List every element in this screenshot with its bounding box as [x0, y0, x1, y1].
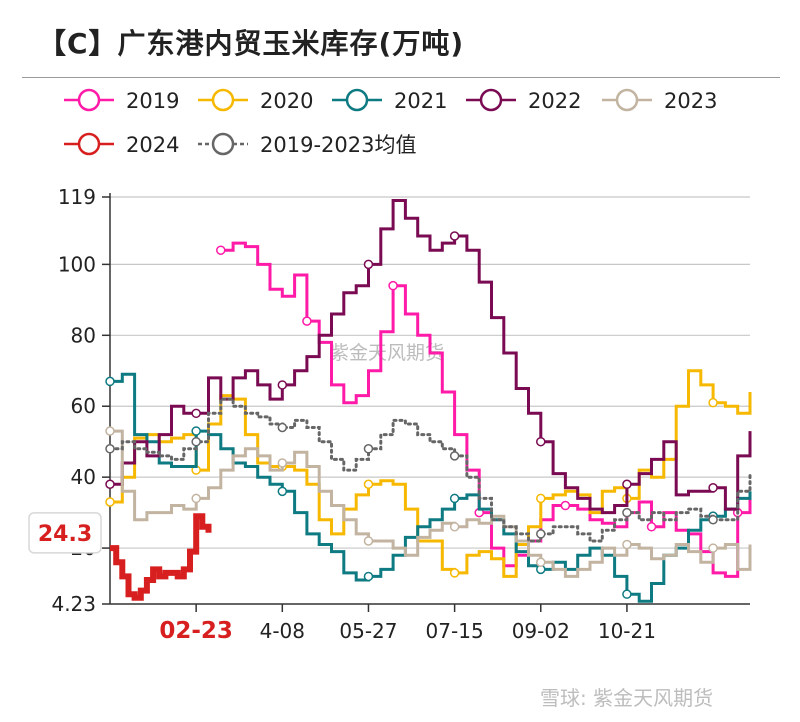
series-marker — [536, 493, 546, 504]
series-marker — [191, 436, 201, 447]
series-marker — [216, 245, 226, 255]
legend-swatch-marker — [345, 88, 369, 112]
legend-item-2019-2023均值: 2019-2023均值 — [198, 132, 416, 157]
series-marker — [277, 422, 288, 433]
x-tick-label: 05-27 — [339, 619, 397, 643]
y-tick-label: 4.23 — [51, 592, 96, 616]
x-tick-label: 09-02 — [512, 619, 570, 643]
legend-item-2022: 2022 — [466, 88, 581, 113]
series-marker — [646, 522, 657, 532]
series-marker — [277, 486, 288, 497]
legend-item-2019: 2019 — [64, 88, 179, 113]
series-marker — [708, 483, 718, 493]
series-marker — [302, 316, 312, 326]
series-marker — [277, 458, 288, 468]
series-marker — [191, 493, 201, 504]
series-line-2022 — [110, 199, 752, 515]
legend-item-2024: 2024 — [64, 132, 179, 157]
title-divider — [22, 77, 780, 78]
series-marker — [449, 493, 460, 504]
legend-swatch-marker — [211, 88, 235, 112]
series-marker — [622, 539, 632, 550]
series-marker — [388, 280, 398, 291]
legend-item-2021: 2021 — [332, 88, 447, 113]
series-line-2024 — [110, 513, 212, 601]
x-tick-label: 10-21 — [598, 619, 656, 643]
series-marker — [449, 451, 460, 461]
series-marker — [449, 231, 460, 241]
series-marker — [191, 408, 201, 419]
legend-label: 2019-2023均值 — [260, 133, 416, 157]
series-marker — [536, 436, 546, 447]
series-line-2023 — [110, 429, 752, 578]
legend-swatch-marker — [211, 132, 235, 156]
y-tick-label: 40 — [71, 465, 96, 489]
legend-item-2023: 2023 — [602, 88, 717, 113]
callout-value: 24.3 — [38, 522, 92, 547]
legend-label: 2021 — [394, 89, 447, 113]
series-marker — [363, 571, 374, 582]
series-marker — [449, 522, 460, 532]
axes: 119100806040204.2302-234-0805-2707-1509-… — [51, 185, 750, 644]
y-tick-label: 80 — [71, 323, 96, 347]
series-marker — [560, 500, 571, 511]
callout-box — [28, 512, 102, 554]
grid-lines — [110, 196, 750, 549]
y-tick-label: 60 — [71, 394, 96, 418]
series-marker — [363, 536, 374, 546]
series-marker — [105, 426, 115, 436]
legend-label: 2020 — [260, 89, 313, 113]
series-line-2020 — [110, 369, 752, 578]
series-marker — [622, 507, 632, 518]
series-marker — [536, 557, 546, 568]
series-marker — [105, 479, 115, 489]
series-marker — [105, 376, 115, 387]
series-line-2019-2023均值 — [108, 397, 752, 543]
corner-watermark: 雪球: 紫金天风期货 — [540, 686, 714, 710]
series-marker — [622, 479, 632, 489]
legend-label: 2024 — [126, 133, 179, 157]
series-marker — [105, 497, 115, 507]
series-marker — [536, 529, 546, 539]
legend-swatch-marker — [615, 88, 639, 112]
series-marker — [105, 444, 115, 454]
legend-swatch-marker — [77, 88, 101, 112]
x-tick-label: 02-23 — [159, 618, 233, 644]
chart-title: 【C】广东港内贸玉米库存(万吨) — [38, 27, 465, 60]
legend-swatch-marker — [479, 88, 503, 112]
series-marker — [277, 380, 288, 390]
y-tick-label: 100 — [58, 252, 96, 276]
series-lines — [105, 199, 752, 603]
legend-item-2020: 2020 — [198, 88, 313, 113]
legend-swatch-marker — [77, 132, 101, 156]
series-marker — [708, 543, 718, 553]
legend: 2019 2020 2021 2022 2023 2024 2019-2023均值 — [64, 88, 717, 157]
series-marker — [708, 397, 718, 408]
legend-label: 2022 — [528, 89, 581, 113]
series-marker — [191, 426, 201, 436]
value-callout: 24.3 — [28, 512, 102, 554]
x-tick-label: 4-08 — [260, 619, 305, 643]
y-tick-label: 119 — [58, 185, 96, 209]
x-tick-label: 07-15 — [426, 619, 484, 643]
series-line-2019 — [220, 241, 752, 578]
series-marker — [363, 479, 374, 489]
series-marker — [449, 568, 460, 578]
series-marker — [622, 589, 632, 599]
series-marker — [363, 444, 374, 454]
center-watermark: 紫金天风期货 — [330, 342, 444, 364]
legend-label: 2023 — [664, 89, 717, 113]
series-marker — [363, 259, 374, 270]
legend-label: 2019 — [126, 89, 179, 113]
series-marker — [708, 514, 718, 525]
series-line-2021 — [110, 372, 752, 603]
